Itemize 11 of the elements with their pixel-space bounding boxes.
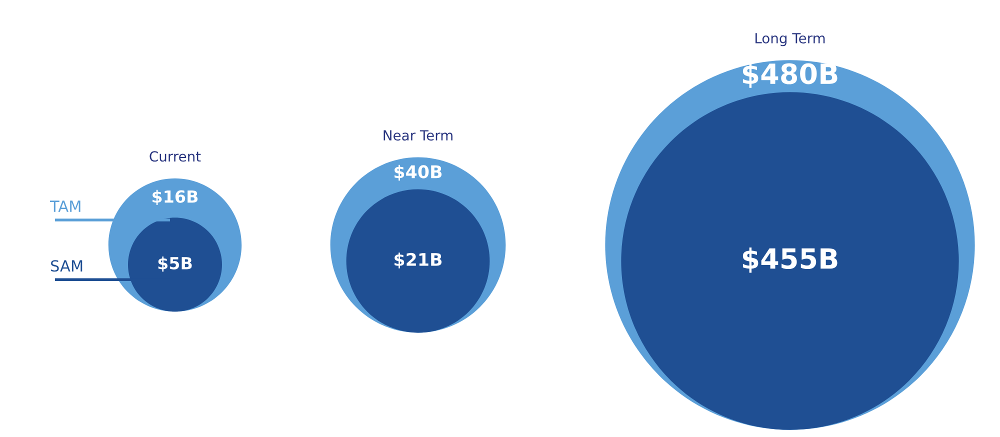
data-label: $5B [158,256,192,272]
data-label: $21B [394,252,442,268]
category-label: Near Term [384,130,452,141]
category-label: Current [150,151,201,162]
text: TAM [50,200,80,212]
data-label: $16B [152,190,198,206]
category-label: Long Term [756,33,825,46]
data-label: $40B [394,164,442,181]
text: SAM [51,260,82,272]
data-label: $455B [742,248,838,273]
data-label: $480B [742,62,838,88]
